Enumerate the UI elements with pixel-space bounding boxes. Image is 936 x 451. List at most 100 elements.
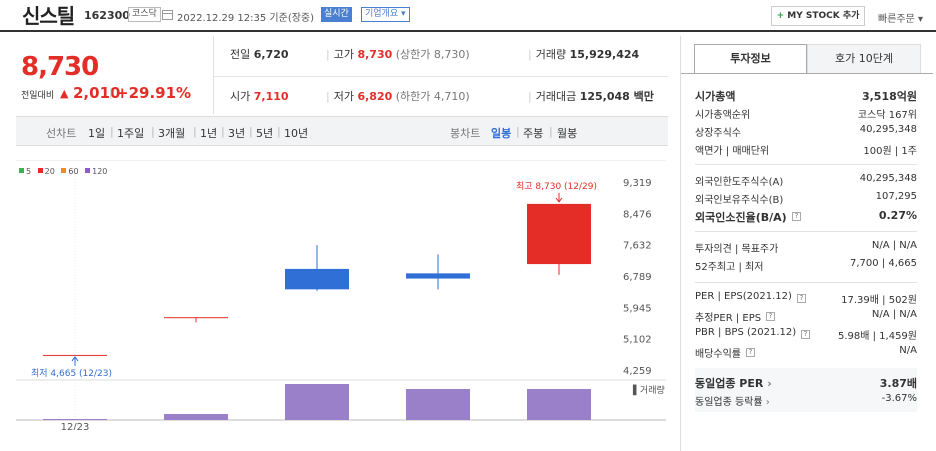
candle-daily[interactable]: 일봉 (491, 127, 512, 140)
divider: | (249, 125, 253, 138)
legend-label: 60 (68, 167, 79, 176)
info-row: 외국인한도주식수(A) 40,295,348 (695, 173, 917, 189)
volume-label: 거래량 (535, 48, 567, 61)
stock-name: 신스틸 (22, 4, 75, 28)
realtime-badge[interactable]: 실시간 (321, 7, 352, 22)
info-row-label: 배당수익률 (695, 349, 741, 360)
up-triangle-icon: ▲ (60, 87, 69, 100)
stock-header: 신스틸 162300 코스닥 2022.12.29 12:35 기준(장중) 실… (0, 0, 936, 32)
volume-value: 15,929,424 (569, 48, 640, 61)
info-row-value: 3,518억원 (861, 90, 917, 103)
peer-change-row[interactable]: 동일업종 등락률 › -3.67% (695, 393, 917, 409)
peer-per-row[interactable]: 동일업종 PER › 3.87배 (695, 375, 917, 391)
candlestick-chart: 9,319 8,476 7,632 6,789 5,945 5,102 4,259 ▌거래량 최… (16, 160, 666, 430)
low-arrow-head (71, 356, 79, 362)
period-1d[interactable]: 1일 (88, 127, 106, 140)
stock-code: 162300 (84, 9, 130, 22)
info-row: 배당수익률? N/A (695, 345, 917, 361)
open-label: 시가 (230, 90, 251, 103)
info-row: 추정PER | EPS? N/A | N/A (695, 309, 917, 325)
legend-label: 20 (44, 167, 55, 176)
info-row-value: 40,295,348 (859, 124, 917, 135)
legend-swatch (61, 168, 67, 173)
divider: | (109, 86, 113, 99)
y-tick-label: 7,632 (623, 241, 652, 252)
market-badge: 코스닥 (128, 7, 161, 22)
peer-per-value: 3.87배 (879, 377, 917, 390)
low-price: | 저가 6,820 (하한가 4,710) (326, 88, 470, 104)
quick-order-button[interactable]: 빠른주문 ▾ (878, 10, 923, 25)
divider: | (277, 125, 281, 138)
divider: | (151, 125, 155, 138)
info-row-value: N/A (899, 345, 917, 356)
divider (681, 73, 933, 74)
info-row: 상장주식수 40,295,348 (695, 124, 917, 140)
company-info-button[interactable]: 기업개요 ▾ (361, 7, 410, 22)
info-row-label: 투자의견 | 목표주가 (695, 244, 779, 255)
y-tick-label: 5,102 (623, 335, 652, 346)
y-tick-label: 6,789 (623, 272, 652, 283)
info-row-label: 상장주식수 (695, 128, 741, 139)
mystock-add-button[interactable]: + MY STOCK 추가 (771, 6, 865, 26)
period-10y[interactable]: 10년 (284, 127, 309, 140)
info-row-label: PER | EPS(2021.12) (695, 291, 792, 302)
candle-monthly[interactable]: 월봉 (557, 127, 578, 140)
divider: | (516, 125, 520, 138)
legend-item-ma5: 5 (19, 167, 31, 176)
info-row-label: 추정PER | EPS (695, 313, 762, 324)
high-annotation: 최고 8,730 (12/29) (516, 181, 597, 192)
volume: | 거래량 15,929,424 (528, 46, 639, 62)
volume-label: ▌거래량 (632, 384, 665, 396)
prev-close-value: 6,720 (253, 48, 289, 61)
volume-bar (164, 414, 228, 420)
quote-datetime: 2022.12.29 12:35 기준(장중) (177, 13, 315, 24)
divider: | (110, 125, 114, 138)
divider (695, 231, 917, 232)
period-3y[interactable]: 3년 (228, 127, 246, 140)
tab-investment-info[interactable]: 투자정보 (694, 44, 807, 74)
info-row-value: 코스닥 167위 (857, 110, 917, 121)
info-row-label: 시가총액 (695, 90, 736, 103)
y-tick-label: 8,476 (623, 209, 652, 220)
info-row-value: 5.98배 | 1,459원 (837, 331, 917, 342)
volume-bar (43, 419, 107, 420)
amount-label: 거래대금 (535, 90, 577, 103)
help-icon[interactable]: ? (766, 312, 775, 321)
peer-change-value: -3.67% (881, 393, 917, 404)
help-icon[interactable]: ? (746, 348, 755, 357)
help-icon[interactable]: ? (792, 212, 801, 221)
legend-label: 120 (92, 167, 108, 176)
info-row-label: 외국인보유주식수(B) (695, 195, 784, 206)
info-row: 투자의견 | 목표주가 N/A | N/A (695, 240, 917, 256)
trade-amount: | 거래대금 125,048 백만 (528, 88, 654, 104)
info-row-value: 40,295,348 (859, 173, 917, 184)
candle-body (285, 268, 349, 290)
info-row: 액면가 | 매매단위 100원 | 1주 (695, 142, 917, 158)
candle-weekly[interactable]: 주봉 (523, 127, 544, 140)
period-5y[interactable]: 5년 (256, 127, 274, 140)
divider: | (193, 125, 197, 138)
volume-bar (527, 389, 591, 420)
legend-swatch (19, 168, 24, 173)
help-icon[interactable]: ? (797, 294, 806, 303)
divider (213, 76, 668, 77)
legend-label: 5 (26, 167, 32, 176)
candle-body (406, 273, 470, 279)
legend-item-ma60: 60 (61, 167, 79, 176)
divider (695, 164, 917, 165)
candle-chart-label: 봉차트 (450, 127, 481, 140)
y-tick-label: 5,945 (623, 303, 652, 314)
info-row-value: 100원 | 1주 (863, 146, 917, 157)
period-1w[interactable]: 1주일 (117, 127, 145, 140)
tab-order-book[interactable]: 호가 10단계 (807, 44, 921, 74)
help-icon[interactable]: ? (801, 330, 810, 339)
period-1y[interactable]: 1년 (200, 127, 218, 140)
volume-bar (406, 389, 470, 420)
price-change: 2,010 (73, 84, 121, 102)
info-row-value: 17.39배 | 502원 (841, 295, 917, 306)
divider: | (528, 48, 532, 61)
chevron-down-icon: ▾ (398, 9, 406, 19)
period-3m[interactable]: 3개월 (158, 127, 186, 140)
low-label: 저가 (333, 90, 354, 103)
divider: | (528, 90, 532, 103)
